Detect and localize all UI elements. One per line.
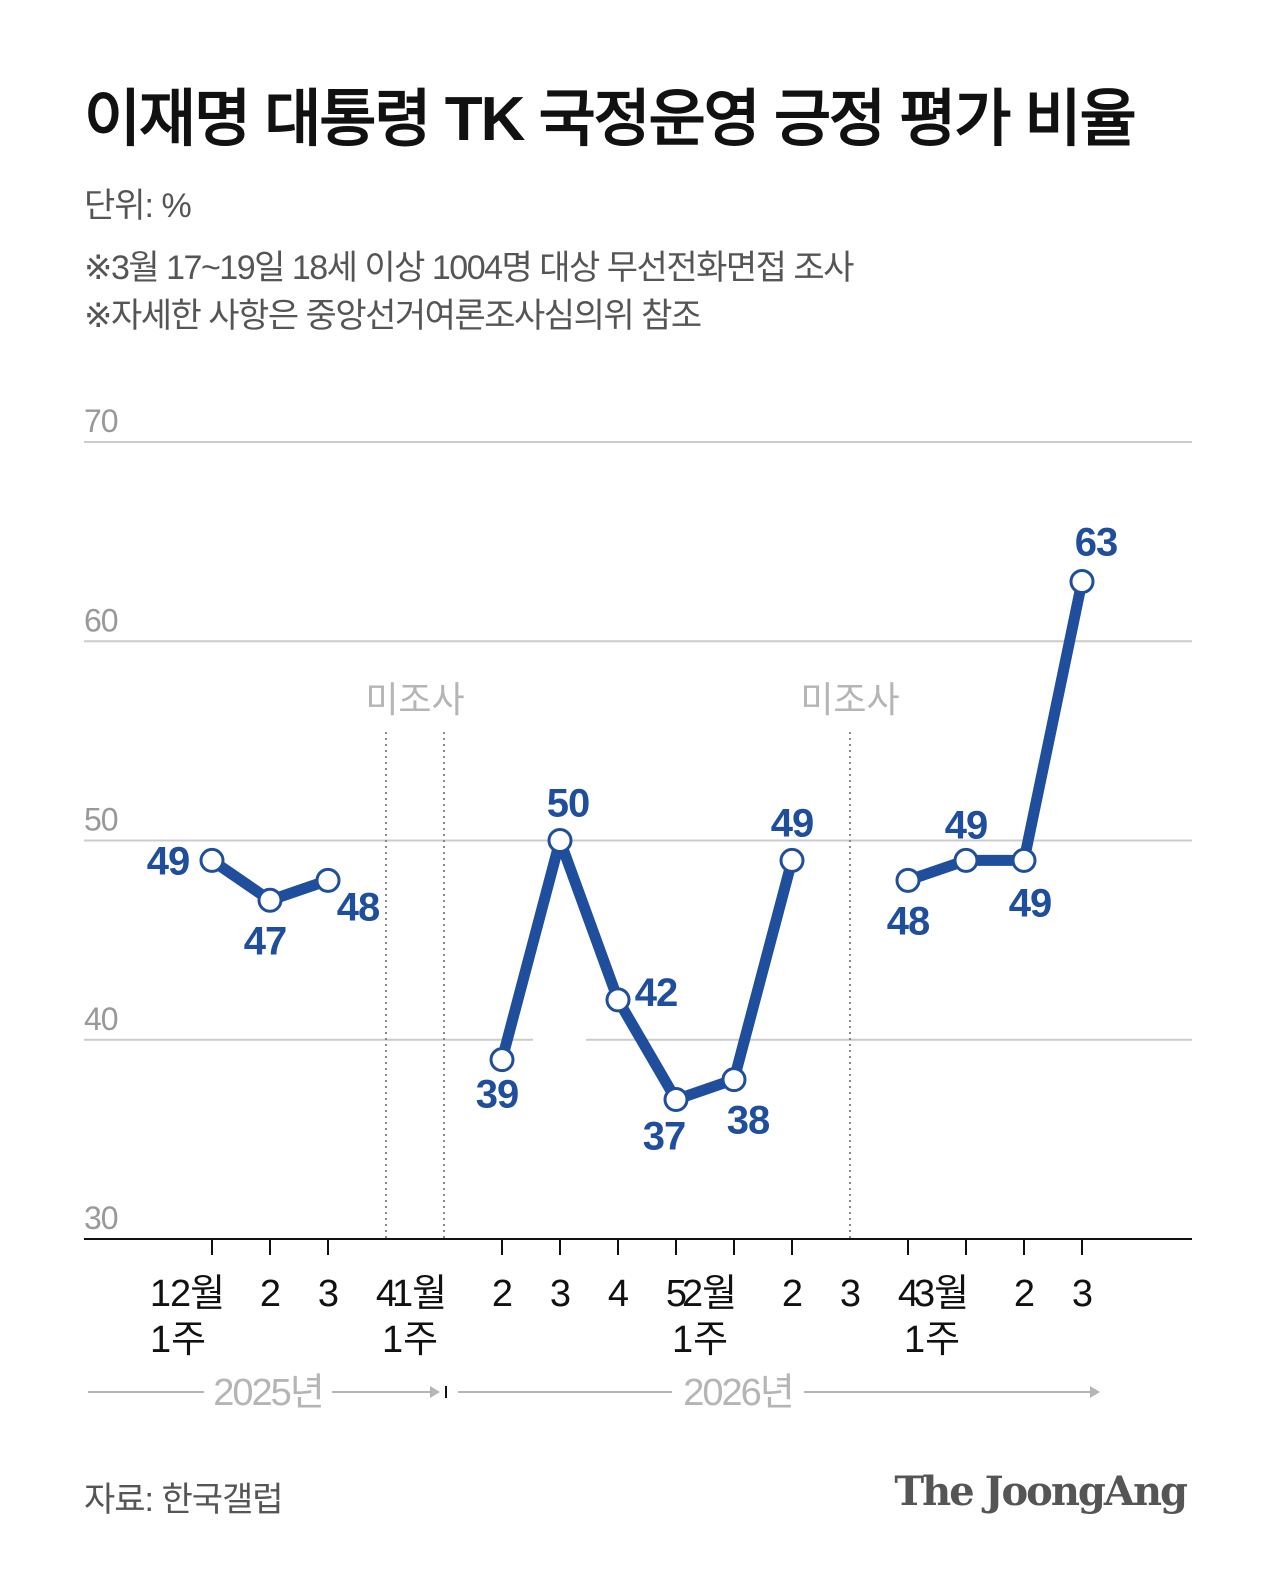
data-point (895, 867, 921, 893)
x-tick-label: 2 (1014, 1273, 1034, 1315)
x-tick-sublabel: 1주 (382, 1319, 438, 1361)
data-label: 42 (635, 971, 678, 1015)
x-tick-label: 3 (318, 1273, 338, 1315)
data-label: 63 (1075, 520, 1118, 564)
chart-title: 이재명 대통령 TK 국정운영 긍정 평가 비율 (84, 85, 1137, 154)
data-label: 49 (771, 801, 814, 845)
data-label: 48 (887, 899, 930, 943)
data-point (663, 1087, 689, 1113)
data-label: 49 (147, 839, 190, 883)
x-tick-label: 4 (376, 1273, 397, 1315)
series-line (496, 835, 798, 1106)
year-label-2025: 2025년 (213, 1372, 323, 1414)
data-point (199, 847, 225, 873)
x-tick-sublabel: 1주 (150, 1319, 206, 1361)
x-tick-label: 4 (898, 1273, 919, 1315)
year-label-2026: 2026년 (683, 1372, 793, 1414)
no-survey-label: 미조사 (800, 679, 899, 720)
source-label: 자료: 한국갤럽 (84, 1481, 284, 1519)
series-line (902, 575, 1088, 886)
y-tick-label: 70 (84, 403, 118, 439)
data-point (779, 847, 805, 873)
y-tick-label: 50 (84, 802, 118, 838)
x-tick-label: 2 (492, 1273, 512, 1315)
x-tick-label: 2 (782, 1273, 802, 1315)
x-tick-label: 2 (260, 1273, 280, 1315)
data-label: 39 (476, 1073, 519, 1117)
data-label: 50 (547, 782, 590, 826)
data-point (1069, 568, 1095, 594)
y-tick-label: 30 (84, 1200, 118, 1236)
data-point (489, 1047, 515, 1073)
x-tick-label: 3월 (914, 1273, 968, 1315)
data-point (547, 828, 573, 853)
unit-label: 단위: % (84, 187, 192, 225)
data-label: 37 (643, 1115, 686, 1159)
x-tick-label: 3 (840, 1273, 860, 1315)
data-label: 38 (727, 1099, 770, 1143)
data-point (1011, 847, 1037, 873)
no-survey-label: 미조사 (365, 679, 464, 720)
x-tick-label: 2월 (682, 1273, 736, 1315)
x-tick-sublabel: 1주 (672, 1319, 728, 1361)
reference-note: ※자세한 사항은 중앙선거여론조사심의위 참조 (84, 297, 702, 335)
x-tick-label: 12월 (150, 1273, 224, 1315)
x-tick-label: 3 (1072, 1273, 1092, 1315)
data-point (315, 867, 341, 893)
data-point (605, 987, 631, 1013)
data-label: 49 (1009, 881, 1052, 925)
x-tick-label: 3 (550, 1273, 570, 1315)
arrow-head-icon (1090, 1386, 1100, 1398)
x-tick-sublabel: 1주 (904, 1319, 960, 1361)
x-tick-label: 5 (666, 1273, 686, 1315)
x-tick-label: 4 (608, 1273, 629, 1315)
data-point (257, 887, 283, 913)
x-tick-label: 1월 (392, 1273, 446, 1315)
y-tick-label: 60 (84, 602, 118, 638)
publisher-logo: The JoongAng (894, 1468, 1188, 1515)
survey-note: ※3월 17~19일 18세 이상 1004명 대상 무선전화면접 조사 (84, 249, 854, 287)
data-point (953, 847, 979, 873)
data-label: 47 (244, 919, 287, 963)
data-point (721, 1067, 747, 1093)
arrow-head-icon (430, 1386, 440, 1398)
data-label: 49 (945, 803, 988, 847)
y-tick-label: 40 (84, 1001, 118, 1037)
data-label: 48 (337, 885, 380, 929)
